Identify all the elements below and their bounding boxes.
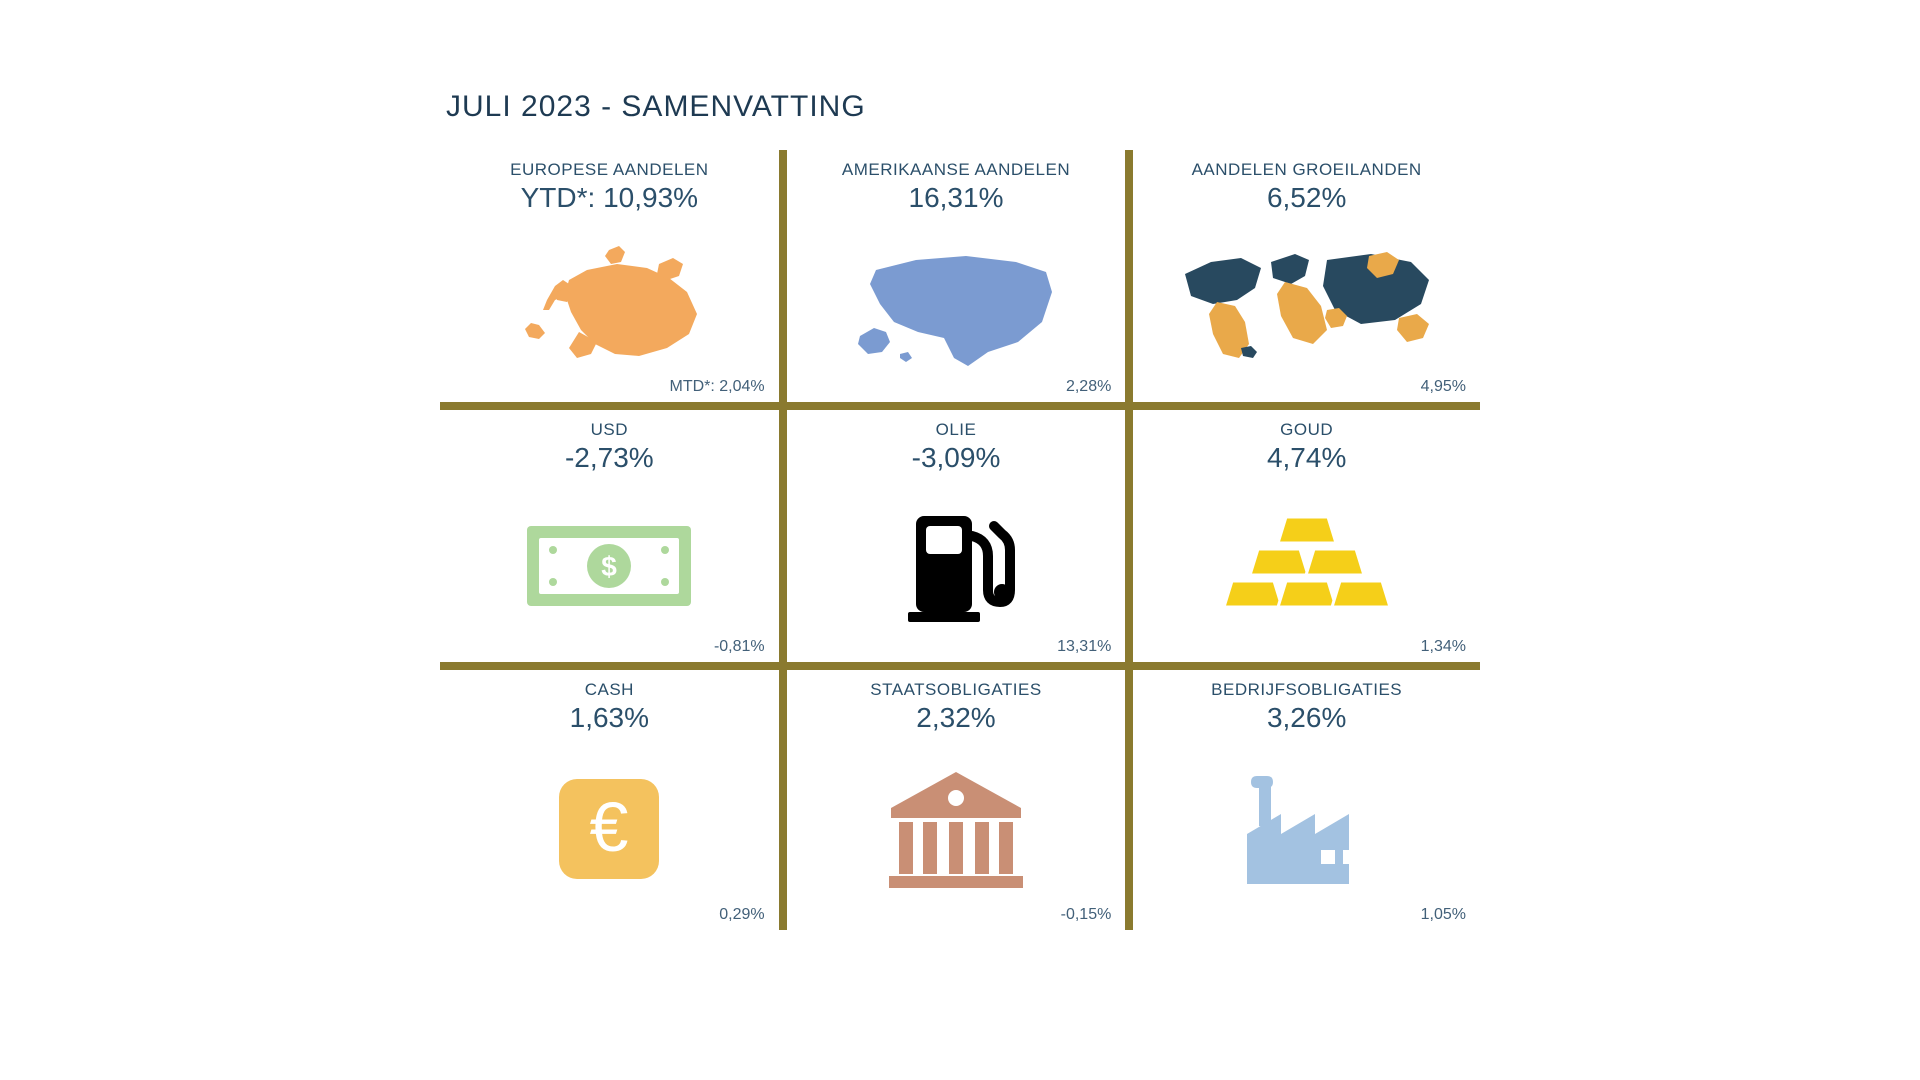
page-title: JULI 2023 - SAMENVATTING (440, 90, 1480, 124)
svg-text:$: $ (602, 551, 618, 582)
cell-ytd: -3,09% (912, 442, 1001, 474)
cell-label: EUROPESE AANDELEN (510, 160, 708, 180)
cell-mtd: 1,05% (1421, 906, 1466, 924)
cell-ytd: 6,52% (1267, 182, 1346, 214)
cell-label: STAATSOBLIGATIES (870, 680, 1041, 700)
cell-label: CASH (585, 680, 634, 700)
cell-label: OLIE (936, 420, 977, 440)
dollar-bill-icon: $ (448, 474, 771, 656)
cell-mtd: -0,15% (1061, 906, 1112, 924)
fuel-pump-icon (795, 474, 1118, 656)
cell-ytd: 3,26% (1267, 702, 1346, 734)
cell-amerikaanse-aandelen: AMERIKAANSE AANDELEN 16,31% 2,28% (787, 150, 1134, 410)
cell-label: AANDELEN GROEILANDEN (1192, 160, 1422, 180)
factory-icon (1141, 734, 1472, 924)
euro-coin-icon: € (448, 734, 771, 924)
cell-aandelen-groeilanden: AANDELEN GROEILANDEN 6,52% (1133, 150, 1480, 410)
cell-ytd: -2,73% (565, 442, 654, 474)
svg-text:€: € (590, 788, 629, 866)
cell-ytd: 1,63% (570, 702, 649, 734)
cell-mtd: -0,81% (714, 638, 765, 656)
europe-map-icon (448, 214, 771, 396)
gold-bars-icon (1141, 474, 1472, 656)
cell-label: BEDRIJFSOBLIGATIES (1211, 680, 1402, 700)
summary-grid: EUROPESE AANDELEN YTD*: 10,93% (440, 150, 1480, 930)
mtd-value: 2,04% (719, 378, 764, 395)
cell-ytd: 4,74% (1267, 442, 1346, 474)
cell-ytd: YTD*: 10,93% (521, 182, 698, 214)
cell-label: AMERIKAANSE AANDELEN (842, 160, 1070, 180)
cell-goud: GOUD 4,74% 1,34% (1133, 410, 1480, 670)
summary-frame: JULI 2023 - SAMENVATTING EUROPESE AANDEL… (440, 90, 1480, 990)
cell-label: USD (591, 420, 628, 440)
cell-ytd: 2,32% (916, 702, 995, 734)
cell-label: GOUD (1280, 420, 1333, 440)
usa-map-icon (795, 214, 1118, 396)
cell-mtd: 2,28% (1066, 378, 1111, 396)
bank-icon (795, 734, 1118, 924)
ytd-prefix: YTD*: (521, 182, 603, 213)
cell-usd: USD -2,73% $ -0,81% (440, 410, 787, 670)
cell-staatsobligaties: STAATSOBLIGATIES 2,32% -0,15% (787, 670, 1134, 930)
cell-mtd: 13,31% (1057, 638, 1111, 656)
cell-europese-aandelen: EUROPESE AANDELEN YTD*: 10,93% (440, 150, 787, 410)
cell-mtd: 4,95% (1421, 378, 1466, 396)
cell-bedrijfsobligaties: BEDRIJFSOBLIGATIES 3,26% 1,05% (1133, 670, 1480, 930)
cell-olie: OLIE -3,09% 13,31% (787, 410, 1134, 670)
world-map-icon (1141, 214, 1472, 396)
cell-ytd: 16,31% (909, 182, 1004, 214)
cell-cash: CASH 1,63% € 0,29% (440, 670, 787, 930)
ytd-value: 10,93% (603, 182, 698, 213)
cell-mtd: 1,34% (1421, 638, 1466, 656)
cell-mtd: MTD*: 2,04% (670, 378, 765, 396)
cell-mtd: 0,29% (719, 906, 764, 924)
mtd-prefix: MTD*: (670, 378, 720, 395)
